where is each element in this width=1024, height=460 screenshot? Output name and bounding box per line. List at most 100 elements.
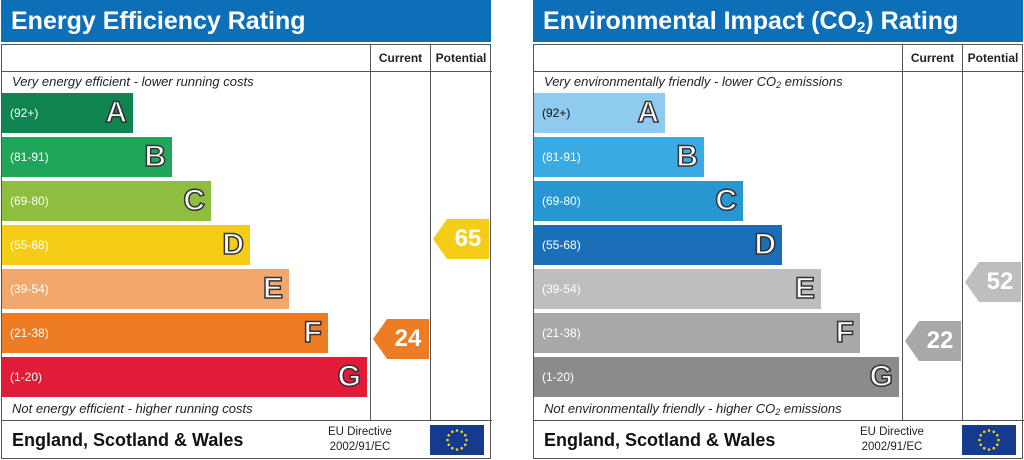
eu-flag-icon — [430, 425, 484, 455]
environmental-impact-frame: Current Potential Very environmentally f… — [533, 44, 1024, 459]
energy-efficiency-title: Energy Efficiency Rating — [1, 0, 491, 42]
band-range-label: (69-80) — [542, 194, 581, 208]
band-letter: F — [835, 315, 855, 350]
top-caption: Very energy efficient - lower running co… — [12, 74, 254, 89]
band-a: (92+) A — [2, 93, 133, 133]
band-d: (55-68) D — [2, 225, 250, 265]
eu-star — [460, 430, 464, 434]
current-rating-value: 22 — [926, 327, 954, 354]
potential-rating-value: 52 — [986, 268, 1014, 295]
band-range-label: (92+) — [542, 106, 571, 120]
eu-star — [995, 433, 999, 437]
eu-star — [455, 429, 459, 432]
eu-star — [447, 433, 451, 437]
band-range-label: (69-80) — [10, 194, 49, 208]
current-column-header: Current — [910, 51, 955, 65]
potential-rating-arrow: 52 — [965, 262, 1021, 302]
eu-star — [447, 443, 451, 447]
eu-flag-icon — [962, 425, 1016, 455]
eu-directive-line1: EU Directive — [328, 426, 392, 438]
band-d: (55-68) D — [534, 225, 782, 265]
band-c: (69-80) C — [534, 181, 743, 221]
potential-rating-value: 65 — [454, 225, 482, 252]
eu-star — [463, 443, 467, 447]
band-letter: G — [869, 359, 894, 394]
band-range-label: (92+) — [10, 106, 39, 120]
band-letter: C — [183, 183, 206, 218]
band-letter: B — [144, 139, 167, 174]
band-a: (92+) A — [534, 93, 665, 133]
current-rating-arrow: 24 — [373, 319, 429, 359]
band-letter: E — [262, 271, 284, 306]
band-g: (1-20) G — [2, 357, 367, 397]
band-range-label: (81-91) — [10, 150, 49, 164]
band-letter: D — [222, 227, 245, 262]
potential-rating-arrow: 65 — [433, 219, 489, 259]
top-caption: Very environmentally friendly - lower CO… — [544, 74, 843, 90]
eu-star — [465, 438, 468, 442]
eu-directive-text: EU Directive 2002/91/EC — [860, 425, 924, 455]
current-rating-arrow: 22 — [905, 321, 961, 361]
potential-column-header: Potential — [435, 51, 487, 65]
potential-rating-arrow-shape — [433, 219, 489, 259]
eu-star — [992, 430, 996, 434]
environmental-impact-panel: Environmental Impact (CO2) Rating Curren… — [533, 0, 1024, 460]
band-f: (21-38) F — [534, 313, 860, 353]
eu-star — [460, 446, 464, 450]
eu-star — [463, 433, 467, 437]
band-letter: F — [303, 315, 323, 350]
band-range-label: (21-38) — [542, 326, 581, 340]
eu-star — [450, 430, 454, 434]
region-label: England, Scotland & Wales — [544, 430, 776, 450]
eu-star — [979, 443, 983, 447]
band-letter: A — [637, 95, 660, 130]
current-column-header: Current — [378, 51, 423, 65]
band-range-label: (1-20) — [542, 370, 575, 384]
band-b: (81-91) B — [534, 137, 704, 177]
band-letter: D — [754, 227, 777, 262]
eu-star — [995, 443, 999, 447]
band-range-label: (39-54) — [542, 282, 581, 296]
eu-star — [997, 438, 1000, 442]
band-e: (39-54) E — [534, 269, 821, 309]
bottom-caption: Not energy efficient - higher running co… — [12, 401, 253, 416]
eu-star — [455, 448, 459, 451]
energy-efficiency-frame: Current Potential Very energy efficient … — [1, 44, 492, 459]
band-range-label: (81-91) — [542, 150, 581, 164]
eu-directive-text: EU Directive 2002/91/EC — [328, 425, 392, 455]
eu-star — [982, 430, 986, 434]
band-range-label: (55-68) — [10, 238, 49, 252]
band-g: (1-20) G — [534, 357, 899, 397]
eu-star — [982, 446, 986, 450]
band-c: (69-80) C — [2, 181, 211, 221]
band-range-label: (39-54) — [10, 282, 49, 296]
band-range-label: (21-38) — [10, 326, 49, 340]
eu-star — [978, 438, 981, 442]
band-range-label: (55-68) — [542, 238, 581, 252]
bottom-caption: Not environmentally friendly - higher CO… — [544, 401, 842, 417]
current-rating-value: 24 — [394, 325, 422, 352]
band-letter: A — [105, 95, 128, 130]
eu-star — [446, 438, 449, 442]
band-letter: C — [715, 183, 738, 218]
band-letter: B — [676, 139, 699, 174]
eu-star — [992, 446, 996, 450]
region-label: England, Scotland & Wales — [12, 430, 244, 450]
band-letter: G — [337, 359, 362, 394]
eu-star — [450, 446, 454, 450]
current-rating-arrow-shape — [373, 319, 429, 359]
eu-directive-line2: 2002/91/EC — [861, 441, 923, 453]
band-f: (21-38) F — [2, 313, 328, 353]
band-letter: E — [794, 271, 816, 306]
eu-directive-line1: EU Directive — [860, 426, 924, 438]
potential-column-header: Potential — [967, 51, 1019, 65]
band-e: (39-54) E — [2, 269, 289, 309]
eu-directive-line2: 2002/91/EC — [329, 441, 391, 453]
band-range-label: (1-20) — [10, 370, 43, 384]
environmental-impact-title: Environmental Impact (CO2) Rating — [533, 0, 1023, 42]
eu-star — [987, 448, 991, 451]
eu-star — [987, 429, 991, 432]
eu-star — [979, 433, 983, 437]
energy-efficiency-panel: Energy Efficiency Rating Current Potenti… — [1, 0, 492, 460]
band-b: (81-91) B — [2, 137, 172, 177]
